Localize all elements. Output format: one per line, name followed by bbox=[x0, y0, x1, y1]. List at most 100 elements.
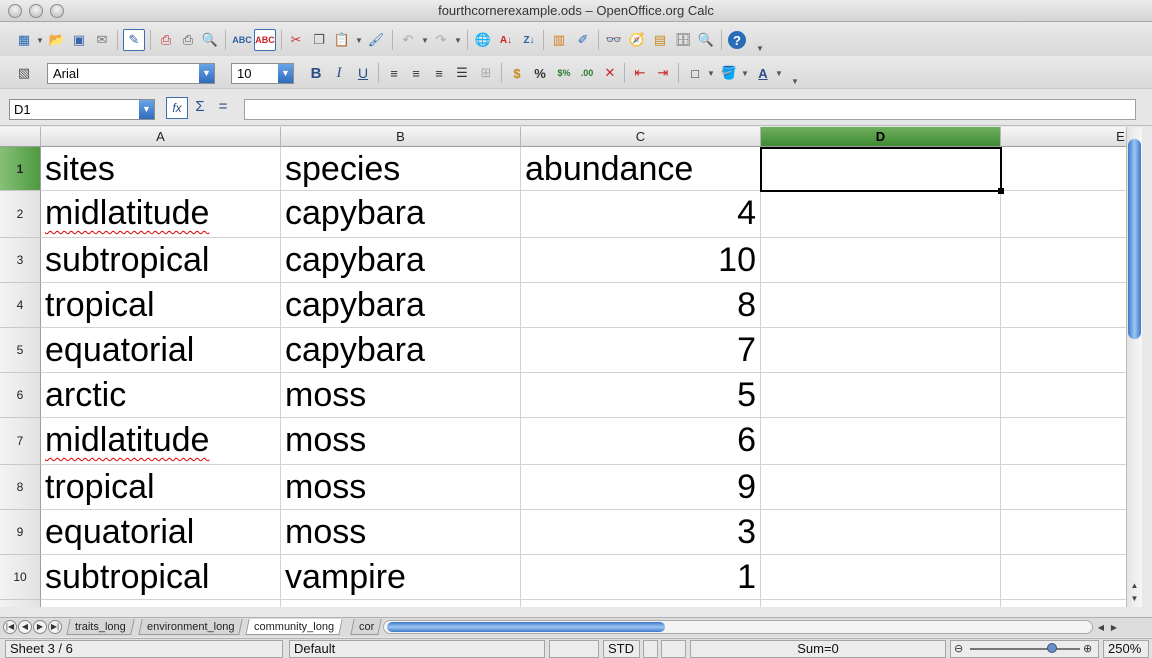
select-all-corner[interactable] bbox=[0, 127, 41, 147]
cell-e10[interactable] bbox=[1001, 555, 1126, 600]
cell-a6[interactable]: arctic bbox=[41, 373, 281, 418]
decrease-indent-icon[interactable]: ⇤ bbox=[634, 65, 646, 80]
cell-b4[interactable]: capybara bbox=[281, 283, 521, 328]
cell-a9[interactable]: equatorial bbox=[41, 510, 281, 555]
cell-b6[interactable]: moss bbox=[281, 373, 521, 418]
sort-descending-icon[interactable]: Z↓ bbox=[523, 34, 535, 46]
justify-icon[interactable]: ☰ bbox=[456, 65, 468, 80]
sum-button[interactable]: Σ bbox=[191, 98, 209, 118]
column-header-e[interactable]: E bbox=[1001, 127, 1126, 147]
cell-a10[interactable]: subtropical bbox=[41, 555, 281, 600]
font-name-select[interactable]: Arial ▼ bbox=[47, 63, 215, 84]
row-header[interactable]: 7 bbox=[0, 418, 41, 465]
add-decimal-icon[interactable]: .00 bbox=[580, 68, 594, 78]
cell-a4[interactable]: tropical bbox=[41, 283, 281, 328]
autospell-icon[interactable]: ABC bbox=[254, 29, 276, 51]
chart-icon[interactable]: ▥ bbox=[552, 32, 566, 47]
row-header[interactable]: 2 bbox=[0, 191, 41, 238]
align-left-icon[interactable]: ≡ bbox=[390, 65, 398, 81]
page-style[interactable]: Default bbox=[289, 640, 545, 658]
cut-icon[interactable]: ✂ bbox=[290, 32, 302, 47]
next-sheet-icon[interactable]: ▶ bbox=[33, 620, 47, 634]
zoom-window-button[interactable] bbox=[50, 4, 64, 18]
column-header-d[interactable]: D bbox=[761, 127, 1001, 147]
print-icon[interactable]: ⎙ bbox=[182, 32, 194, 47]
cell-c1[interactable]: abundance bbox=[521, 147, 761, 191]
new-dropdown-arrow-icon[interactable]: ▼ bbox=[36, 35, 44, 45]
cell-d5[interactable] bbox=[761, 328, 1001, 373]
pdf-icon[interactable]: ⎙ bbox=[160, 32, 172, 47]
cell-c9[interactable]: 3 bbox=[521, 510, 761, 555]
currency-icon[interactable]: $ bbox=[513, 65, 521, 81]
vertical-scrollbar[interactable]: ▲ ▼ bbox=[1126, 127, 1142, 607]
column-header-a[interactable]: A bbox=[41, 127, 281, 147]
cell-a8[interactable]: tropical bbox=[41, 465, 281, 510]
cell-empty[interactable] bbox=[281, 600, 521, 607]
cell-d7[interactable] bbox=[761, 418, 1001, 465]
font-color-dropdown-arrow-icon[interactable]: ▼ bbox=[775, 68, 783, 78]
background-color-icon[interactable]: 🪣 bbox=[720, 65, 738, 80]
scroll-down-arrow-icon[interactable]: ▼ bbox=[1130, 594, 1139, 603]
zoom-icon[interactable]: 🔍 bbox=[697, 32, 715, 47]
zoom-level[interactable]: 250% bbox=[1103, 640, 1149, 658]
cell-empty[interactable] bbox=[761, 600, 1001, 607]
zoom-in-icon[interactable]: ⊕ bbox=[1083, 643, 1093, 655]
cell-d3[interactable] bbox=[761, 238, 1001, 283]
paste-dropdown-arrow-icon[interactable]: ▼ bbox=[355, 35, 363, 45]
row-header[interactable]: 5 bbox=[0, 328, 41, 373]
row-header[interactable] bbox=[0, 600, 41, 607]
cell-e4[interactable] bbox=[1001, 283, 1126, 328]
sort-ascending-icon[interactable]: A↓ bbox=[499, 34, 513, 46]
cell-c6[interactable]: 5 bbox=[521, 373, 761, 418]
chevron-down-icon[interactable]: ▼ bbox=[139, 100, 154, 119]
percent-icon[interactable]: % bbox=[534, 65, 546, 81]
new-icon[interactable]: ▦ bbox=[17, 32, 31, 47]
toolbar-overflow-icon[interactable]: ▼ bbox=[756, 43, 764, 53]
cell-d4[interactable] bbox=[761, 283, 1001, 328]
cell-a3[interactable]: subtropical bbox=[41, 238, 281, 283]
row-header[interactable]: 1 bbox=[0, 147, 41, 191]
formula-input[interactable] bbox=[244, 99, 1136, 120]
draw-icon[interactable]: ✐ bbox=[577, 32, 589, 47]
open-icon[interactable]: 📂 bbox=[48, 32, 66, 47]
scroll-right-arrow-icon[interactable]: ▶ bbox=[1110, 623, 1118, 632]
increase-indent-icon[interactable]: ⇥ bbox=[657, 65, 669, 80]
merge-cells-icon[interactable]: ⊞ bbox=[480, 65, 492, 80]
cell-c2[interactable]: 4 bbox=[521, 191, 761, 238]
styles-formatting-icon[interactable]: ▧ bbox=[17, 65, 31, 80]
close-window-button[interactable] bbox=[8, 4, 22, 18]
row-header[interactable]: 6 bbox=[0, 373, 41, 418]
previous-sheet-icon[interactable]: ◀ bbox=[18, 620, 32, 634]
scroll-up-arrow-icon[interactable]: ▲ bbox=[1130, 581, 1139, 590]
undo-icon[interactable]: ↶ bbox=[402, 32, 414, 47]
cell-e3[interactable] bbox=[1001, 238, 1126, 283]
number-format-icon[interactable]: $% bbox=[557, 68, 571, 78]
zoom-out-icon[interactable]: ⊖ bbox=[954, 643, 964, 655]
background-color-dropdown-arrow-icon[interactable]: ▼ bbox=[741, 68, 749, 78]
chevron-down-icon[interactable]: ▼ bbox=[199, 64, 214, 83]
cell-b5[interactable]: capybara bbox=[281, 328, 521, 373]
last-sheet-icon[interactable]: ▶| bbox=[48, 620, 62, 634]
horizontal-scroll-thumb[interactable] bbox=[387, 622, 665, 632]
cell-d9[interactable] bbox=[761, 510, 1001, 555]
redo-icon[interactable]: ↷ bbox=[435, 32, 447, 47]
edit-file-icon[interactable]: ✎ bbox=[123, 29, 145, 51]
insert-mode[interactable] bbox=[549, 640, 599, 658]
cell-e2[interactable] bbox=[1001, 191, 1126, 238]
cell-empty[interactable] bbox=[41, 600, 281, 607]
sheet-tab-environment-long[interactable]: environment_long bbox=[138, 619, 244, 635]
cell-e7[interactable] bbox=[1001, 418, 1126, 465]
cell-e1[interactable] bbox=[1001, 147, 1126, 191]
cell-b1[interactable]: species bbox=[281, 147, 521, 191]
cell-a2[interactable]: midlatitude bbox=[41, 191, 281, 238]
row-header[interactable]: 8 bbox=[0, 465, 41, 510]
bold-icon[interactable]: B bbox=[310, 64, 322, 82]
chevron-down-icon[interactable]: ▼ bbox=[278, 64, 293, 83]
cell-a5[interactable]: equatorial bbox=[41, 328, 281, 373]
print-preview-icon[interactable]: 🔍 bbox=[201, 32, 219, 47]
center-icon[interactable]: ≡ bbox=[412, 65, 420, 81]
help-icon[interactable]: ? bbox=[728, 31, 746, 49]
digital-signature[interactable] bbox=[661, 640, 686, 658]
font-size-select[interactable]: 10 ▼ bbox=[231, 63, 294, 84]
datasources-icon[interactable]: 🗄 bbox=[674, 32, 692, 47]
